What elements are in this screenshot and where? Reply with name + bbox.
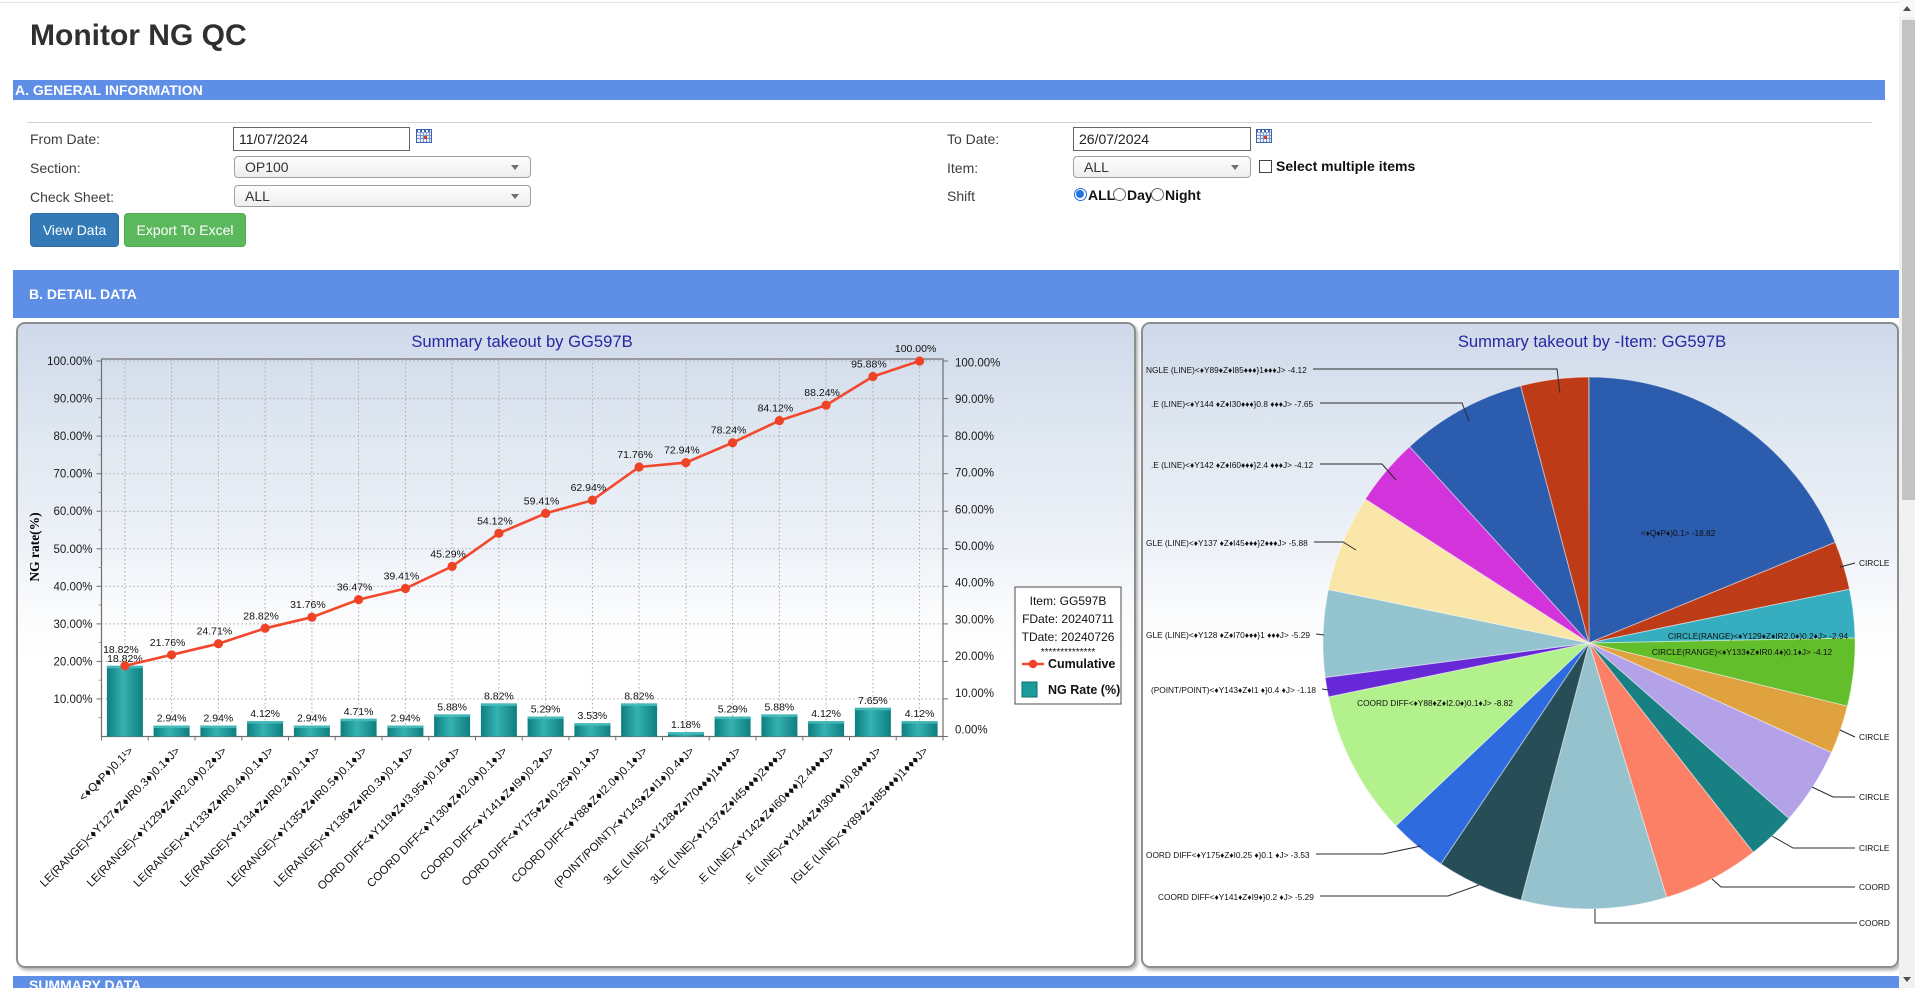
svg-text:10.00%: 10.00% [53, 694, 92, 706]
svg-text:OORD DIFF<♦Y175♦Z♦I0.25 ♦}0.1: OORD DIFF<♦Y175♦Z♦I0.25 ♦}0.1 ♦J> -3.53 [1146, 850, 1310, 860]
svg-text:70.00%: 70.00% [955, 468, 994, 480]
svg-text:39.41%: 39.41% [384, 571, 420, 583]
svg-text:31.76%: 31.76% [290, 599, 326, 611]
svg-text:8.82%: 8.82% [624, 690, 654, 702]
svg-text:4.12%: 4.12% [811, 708, 841, 720]
svg-text:COORD: COORD [1859, 882, 1890, 892]
svg-text:CIRCLE: CIRCLE [1859, 558, 1890, 568]
svg-text:72.94%: 72.94% [664, 445, 700, 457]
svg-text:GLE (LINE)<♦Y128 ♦Z♦I70♦♦♦}1 ♦: GLE (LINE)<♦Y128 ♦Z♦I70♦♦♦}1 ♦♦♦J> -5.29 [1146, 630, 1310, 640]
svg-text:62.94%: 62.94% [571, 482, 607, 494]
svg-text:Item: GG597B: Item: GG597B [1030, 594, 1107, 608]
svg-text:CIRCLE: CIRCLE [1859, 732, 1890, 742]
svg-text:40.00%: 40.00% [53, 581, 92, 593]
svg-text:2.94%: 2.94% [391, 713, 421, 725]
svg-text:21.76%: 21.76% [150, 637, 186, 649]
svg-text:5.88%: 5.88% [437, 701, 467, 713]
svg-text:2.94%: 2.94% [204, 713, 234, 725]
svg-text:5.29%: 5.29% [718, 704, 748, 716]
svg-text:4.71%: 4.71% [344, 706, 374, 718]
svg-text:Summary takeout by -Item: GG59: Summary takeout by -Item: GG597B [1458, 332, 1726, 351]
svg-text:**************: ************** [1041, 647, 1096, 658]
svg-text:COORD: COORD [1859, 918, 1890, 928]
svg-text:4.12%: 4.12% [905, 708, 935, 720]
svg-text:5.29%: 5.29% [531, 704, 561, 716]
svg-text:90.00%: 90.00% [53, 394, 92, 406]
svg-text:NG Rate (%): NG Rate (%) [1048, 683, 1120, 697]
svg-text:50.00%: 50.00% [955, 541, 994, 553]
svg-text:COORD DIFF<♦Y141♦Z♦I9♦}0.2 ♦J>: COORD DIFF<♦Y141♦Z♦I9♦}0.2 ♦J> -5.29 [1158, 892, 1314, 902]
svg-text:71.76%: 71.76% [617, 449, 653, 461]
svg-text:.E (LINE)<♦Y144 ♦Z♦I30♦♦♦}0.8: .E (LINE)<♦Y144 ♦Z♦I30♦♦♦}0.8 ♦♦♦J> -7.6… [1151, 399, 1314, 409]
svg-text:5.88%: 5.88% [765, 701, 795, 713]
svg-text:54.12%: 54.12% [477, 515, 513, 527]
svg-text:CIRCLE: CIRCLE [1859, 792, 1890, 802]
svg-text:3.53%: 3.53% [578, 710, 608, 722]
svg-text:40.00%: 40.00% [955, 578, 994, 590]
svg-text:59.41%: 59.41% [524, 495, 560, 507]
svg-text:28.82%: 28.82% [243, 610, 279, 622]
svg-text:95.88%: 95.88% [851, 359, 887, 371]
svg-text:CIRCLE(RANGE)<♦Y133♦Z♦IR0.4♦)0: CIRCLE(RANGE)<♦Y133♦Z♦IR0.4♦)0.1♦J> -4.1… [1652, 647, 1833, 657]
svg-text:TDate: 20240726: TDate: 20240726 [1022, 630, 1115, 644]
svg-text:2.94%: 2.94% [157, 713, 187, 725]
svg-text:18.82%: 18.82% [103, 644, 139, 656]
svg-text:(POINT/POINT)<♦Y143♦Z♦I1 ♦}0.4: (POINT/POINT)<♦Y143♦Z♦I1 ♦}0.4 ♦J> -1.18 [1151, 685, 1316, 695]
svg-text:CIRCLE(RANGE)<♦Y129♦Z♦IR2.0♦)0: CIRCLE(RANGE)<♦Y129♦Z♦IR2.0♦)0.2♦J> -2.9… [1668, 631, 1849, 641]
svg-text:NG rate(%): NG rate(%) [27, 512, 42, 581]
svg-text:10.00%: 10.00% [955, 688, 994, 700]
svg-text:84.12%: 84.12% [758, 403, 794, 415]
svg-text:1.18%: 1.18% [671, 719, 701, 731]
svg-text:18.82%: 18.82% [107, 653, 143, 665]
svg-text:.E (LINE)<♦Y142 ♦Z♦I60♦♦♦}2.4: .E (LINE)<♦Y142 ♦Z♦I60♦♦♦}2.4 ♦♦♦J> -4.1… [1151, 460, 1314, 470]
svg-text:80.00%: 80.00% [53, 431, 92, 443]
svg-text:60.00%: 60.00% [955, 504, 994, 516]
svg-text:30.00%: 30.00% [53, 619, 92, 631]
svg-text:0.00%: 0.00% [955, 725, 988, 737]
svg-text:NGLE (LINE)<♦Y89♦Z♦I85♦♦♦}1♦♦♦: NGLE (LINE)<♦Y89♦Z♦I85♦♦♦}1♦♦♦J> -4.12 [1146, 365, 1307, 375]
svg-text:20.00%: 20.00% [955, 651, 994, 663]
svg-text:2.94%: 2.94% [297, 713, 327, 725]
svg-text:24.71%: 24.71% [197, 626, 233, 638]
svg-text:30.00%: 30.00% [955, 614, 994, 626]
svg-text:8.82%: 8.82% [484, 690, 514, 702]
svg-text:50.00%: 50.00% [53, 544, 92, 556]
svg-text:Cumulative: Cumulative [1048, 657, 1115, 671]
svg-text:CIRCLE: CIRCLE [1859, 843, 1890, 853]
svg-text:78.24%: 78.24% [711, 425, 747, 437]
svg-text:20.00%: 20.00% [53, 656, 92, 668]
svg-text:FDate: 20240711: FDate: 20240711 [1022, 612, 1114, 626]
svg-text:100.00%: 100.00% [955, 358, 1000, 370]
svg-text:88.24%: 88.24% [804, 387, 840, 399]
svg-text:100.00%: 100.00% [47, 356, 92, 368]
svg-text:45.29%: 45.29% [430, 548, 466, 560]
svg-text:4.12%: 4.12% [250, 708, 280, 720]
svg-text:Summary takeout by GG597B: Summary takeout by GG597B [411, 332, 632, 351]
svg-text:<♦Q♦P♦)0.1> -18.82: <♦Q♦P♦)0.1> -18.82 [1641, 528, 1716, 538]
svg-text:70.00%: 70.00% [53, 469, 92, 481]
svg-text:36.47%: 36.47% [337, 582, 373, 594]
svg-text:60.00%: 60.00% [53, 506, 92, 518]
svg-text:80.00%: 80.00% [955, 431, 994, 443]
svg-text:7.65%: 7.65% [858, 695, 888, 707]
svg-text:COORD DIFF<♦Y88♦Z♦I2.0♦)0.1♦J>: COORD DIFF<♦Y88♦Z♦I2.0♦)0.1♦J> -8.82 [1357, 698, 1513, 708]
svg-text:90.00%: 90.00% [955, 394, 994, 406]
svg-text:GLE (LINE)<♦Y137 ♦Z♦I45♦♦♦}2♦♦: GLE (LINE)<♦Y137 ♦Z♦I45♦♦♦}2♦♦♦J> -5.88 [1146, 538, 1308, 548]
svg-text:100.00%: 100.00% [895, 343, 936, 355]
